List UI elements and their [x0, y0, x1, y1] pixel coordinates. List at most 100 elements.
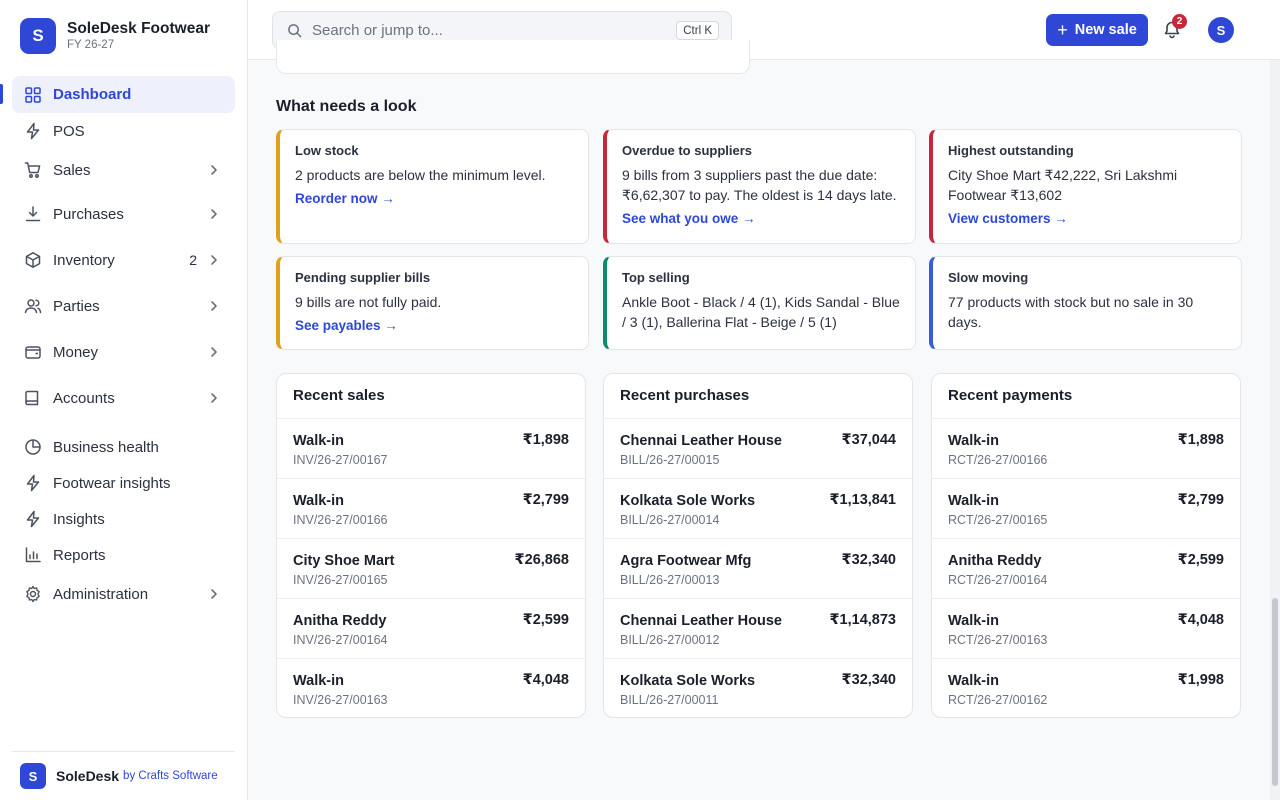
list-item[interactable]: Walk-in RCT/26-27/00166 ₹1,898 [932, 419, 1240, 479]
sidebar-item-label: Inventory [53, 251, 115, 269]
attention-card-title: Overdue to suppliers [622, 143, 753, 158]
document-number: BILL/26-27/00014 [620, 513, 720, 527]
amount: ₹26,868 [514, 552, 569, 568]
party-name: Kolkata Sole Works [620, 673, 756, 689]
document-number: BILL/26-27/00013 [620, 573, 720, 587]
download-icon [24, 205, 42, 223]
list-item[interactable]: City Shoe Mart INV/26-27/00165 ₹26,868 [277, 539, 585, 599]
attention-card-text: 77 products with stock but no sale in 30… [948, 294, 1194, 330]
party-name: Walk-in [293, 433, 345, 449]
search-input[interactable] [312, 21, 642, 39]
chevron-right-icon [207, 345, 221, 359]
sidebar-item-accounts[interactable]: Accounts [12, 375, 235, 421]
party-name: Walk-in [948, 493, 1000, 509]
footer-vendor: by Crafts Software [123, 770, 218, 782]
sidebar-item-label: Insights [53, 510, 105, 528]
brand[interactable]: S SoleDesk Footwear FY 26-27 [20, 18, 210, 54]
amount: ₹4,048 [1177, 612, 1224, 628]
list-item[interactable]: Walk-in INV/26-27/00167 ₹1,898 [277, 419, 585, 479]
cart-icon [24, 161, 42, 179]
search-shortcut-hint: Ctrl K [676, 21, 719, 40]
sidebar-item-parties[interactable]: Parties [12, 283, 235, 329]
attention-card: Slow moving 77 products with stock but no… [929, 256, 1242, 350]
document-number: INV/26-27/00163 [293, 693, 388, 707]
attention-card-text: 2 products are below the minimum level. [295, 167, 546, 183]
amount: ₹2,799 [522, 492, 569, 508]
notifications-button[interactable]: 2 [1162, 14, 1187, 41]
gear-icon [24, 585, 42, 603]
sidebar-item-money[interactable]: Money [12, 329, 235, 375]
scrollbar-thumb[interactable] [1272, 598, 1278, 786]
list-item[interactable]: Kolkata Sole Works BILL/26-27/00014 ₹1,13,… [604, 479, 912, 539]
document-number: RCT/26-27/00163 [948, 633, 1048, 647]
new-sale-button[interactable]: + New sale [1046, 14, 1148, 46]
amount: ₹2,599 [522, 612, 569, 628]
sidebar-item-sales[interactable]: Sales [12, 149, 235, 191]
sidebar-item-label: Dashboard [53, 86, 132, 103]
document-number: RCT/26-27/00166 [948, 453, 1048, 467]
party-name: Anitha Reddy [948, 553, 1042, 569]
amount: ₹2,799 [1177, 492, 1224, 508]
list-item[interactable]: Anitha Reddy INV/26-27/00164 ₹2,599 [277, 599, 585, 659]
sidebar-item-insights[interactable]: Insights [12, 501, 235, 537]
sidebar-item-reports[interactable]: Reports [12, 537, 235, 573]
amount: ₹1,898 [1177, 432, 1224, 448]
sidebar-item-business-health[interactable]: Business health [12, 429, 235, 465]
pie-chart-icon [24, 438, 42, 456]
lightning-icon [24, 510, 42, 528]
party-name: Walk-in [948, 433, 1000, 449]
list-item[interactable]: Walk-in RCT/26-27/00162 ₹1,998 [932, 659, 1240, 717]
sidebar-item-purchases[interactable]: Purchases [12, 191, 235, 237]
bar-chart-icon [24, 546, 42, 564]
attention-card-title: Low stock [295, 143, 359, 158]
list-item[interactable]: Walk-in RCT/26-27/00163 ₹4,048 [932, 599, 1240, 659]
sidebar-footer: S SoleDesk by Crafts Software [12, 751, 235, 800]
sidebar-item-inventory[interactable]: Inventory 2 [12, 237, 235, 283]
notification-count-badge: 2 [1172, 14, 1187, 29]
list-item[interactable]: Chennai Leather House BILL/26-27/00015 ₹37… [604, 419, 912, 479]
sidebar-item-label: Money [53, 343, 99, 361]
attention-card-link[interactable]: See what you owe → [622, 211, 756, 226]
footer-app-name: SoleDesk [56, 768, 120, 784]
party-name: Agra Footwear Mfg [620, 553, 752, 569]
card-title: Recent sales [277, 374, 585, 419]
amount: ₹1,998 [1177, 672, 1224, 688]
brand-name: SoleDesk Footwear [67, 20, 210, 37]
box-icon [24, 251, 42, 269]
list-item[interactable]: Chennai Leather House BILL/26-27/00012 ₹1,… [604, 599, 912, 659]
attention-section-title: What needs a look [276, 98, 417, 115]
wallet-icon [24, 343, 42, 361]
attention-card-text: 9 bills are not fully paid. [295, 294, 442, 310]
chevron-right-icon [207, 207, 221, 221]
list-item[interactable]: Kolkata Sole Works BILL/26-27/00011 ₹32,34… [604, 659, 912, 717]
document-number: BILL/26-27/00011 [620, 693, 719, 707]
sidebar-item-pos[interactable]: POS [12, 113, 235, 149]
attention-card-text: Ankle Boot - Black / 4 (1), Kids Sandal … [622, 294, 900, 330]
list-item[interactable]: Walk-in RCT/26-27/00165 ₹2,799 [932, 479, 1240, 539]
party-name: Walk-in [948, 613, 1000, 629]
list-item[interactable]: Walk-in INV/26-27/00166 ₹2,799 [277, 479, 585, 539]
amount: ₹32,340 [841, 552, 896, 568]
sidebar-item-dashboard[interactable]: Dashboard [0, 76, 235, 113]
list-item[interactable]: Anitha Reddy RCT/26-27/00164 ₹2,599 [932, 539, 1240, 599]
attention-card-text: City Shoe Mart ₹42,222, Sri Lakshmi Foot… [948, 167, 1178, 203]
book-icon [24, 389, 42, 407]
attention-card-link[interactable]: Reorder now → [295, 191, 395, 206]
user-avatar[interactable]: S [1208, 17, 1234, 43]
attention-card-link[interactable]: View customers → [948, 211, 1068, 226]
sidebar: S SoleDesk Footwear FY 26-27 Dashboard PO… [0, 0, 248, 800]
sidebar-item-administration[interactable]: Administration [12, 573, 235, 615]
document-number: BILL/26-27/00012 [620, 633, 720, 647]
attention-card-link[interactable]: See payables → [295, 318, 398, 333]
document-number: INV/26-27/00164 [293, 633, 388, 647]
list-item[interactable]: Walk-in INV/26-27/00163 ₹4,048 [277, 659, 585, 717]
chevron-right-icon [207, 163, 221, 177]
list-item[interactable]: Agra Footwear Mfg BILL/26-27/00013 ₹32,340 [604, 539, 912, 599]
lightning-icon [24, 474, 42, 492]
document-number: RCT/26-27/00164 [948, 573, 1048, 587]
amount: ₹2,599 [1177, 552, 1224, 568]
scrollbar-track[interactable] [1270, 60, 1280, 800]
sidebar-item-footwear-insights[interactable]: Footwear insights [12, 465, 235, 501]
party-name: Walk-in [293, 493, 345, 509]
card-title: Recent purchases [604, 374, 912, 419]
